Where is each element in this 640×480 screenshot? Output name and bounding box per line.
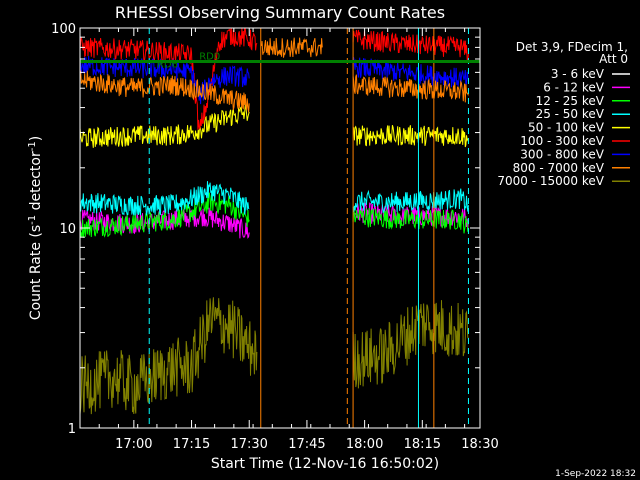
legend-header-line: Det 3,9, FDecim 1, bbox=[516, 40, 628, 54]
ticks-layer: 17:00 17:15 17:30 17:45 18:00 18:15 18:30 1 10 10… bbox=[51, 22, 499, 452]
x-tick-label: 17:15 bbox=[173, 437, 210, 452]
x-tick-label: 18:00 bbox=[346, 437, 383, 452]
x-tick-label: 17:45 bbox=[288, 437, 325, 452]
marker-label: RD0 bbox=[199, 51, 220, 62]
y-tick-label: 10 bbox=[59, 222, 76, 237]
series-3-6-kev bbox=[79, 216, 469, 257]
y-axis-label: Count Rate (s-1 detector-1) bbox=[27, 136, 44, 320]
marker-label: RD6 bbox=[157, 60, 178, 71]
x-tick-label: 18:30 bbox=[461, 437, 498, 452]
legend-header-line: Att 0 bbox=[599, 52, 628, 66]
series-line bbox=[79, 297, 258, 415]
series-line bbox=[352, 125, 469, 148]
series-line bbox=[352, 74, 469, 103]
chart-title: RHESSI Observing Summary Count Rates bbox=[115, 3, 445, 22]
y-tick-label: 1 bbox=[68, 422, 76, 437]
series-100-300-kev bbox=[79, 27, 469, 130]
series-line bbox=[352, 56, 469, 88]
series-line bbox=[352, 300, 469, 389]
markers-layer: RD0 RD6 bbox=[80, 51, 480, 71]
legend-label: 7000 - 15000 keV bbox=[497, 174, 604, 188]
series-line bbox=[79, 70, 250, 113]
series-layer bbox=[79, 27, 469, 415]
series-line bbox=[79, 192, 250, 238]
series-line bbox=[352, 206, 469, 234]
series-line bbox=[352, 188, 469, 214]
legend-label: 100 - 300 keV bbox=[520, 134, 604, 148]
x-axis-label: Start Time (12-Nov-16 16:50:02) bbox=[211, 456, 439, 472]
series-800-7000-kev bbox=[79, 37, 469, 113]
series-7000-15000-kev bbox=[79, 297, 469, 415]
series-line bbox=[260, 37, 323, 58]
x-tick-label: 18:15 bbox=[404, 437, 441, 452]
series-line bbox=[352, 216, 469, 253]
legend-label: 6 - 12 keV bbox=[543, 80, 605, 94]
legend-label: 3 - 6 keV bbox=[551, 67, 605, 81]
series-line bbox=[79, 222, 173, 257]
plot-area: RD0 RD6 17:00 17:15 17:30 17:45 18:00 18:15 18:… bbox=[51, 22, 499, 452]
series-line bbox=[79, 27, 258, 130]
y-axis-label-part: Count Rate (s bbox=[28, 225, 44, 320]
series-50-100-kev bbox=[79, 104, 469, 148]
y-tick-label: 100 bbox=[51, 22, 76, 37]
series-line bbox=[352, 29, 469, 63]
legend-label: 50 - 100 keV bbox=[528, 121, 605, 135]
legend-label: 800 - 7000 keV bbox=[513, 161, 605, 175]
series-12-25-kev bbox=[79, 192, 469, 238]
series-line bbox=[79, 207, 250, 239]
y-axis-label-part: detector bbox=[28, 151, 44, 215]
y-axis-label-sup: -1 bbox=[27, 141, 38, 151]
series-25-50-kev bbox=[79, 181, 469, 216]
series-line bbox=[79, 181, 250, 216]
y-axis-label-sup: -1 bbox=[27, 215, 38, 225]
legend-label: 300 - 800 keV bbox=[520, 147, 604, 161]
x-tick-label: 17:00 bbox=[115, 437, 152, 452]
legend-label: 12 - 25 keV bbox=[536, 94, 605, 108]
series-line bbox=[79, 104, 250, 148]
y-axis-label-part: ) bbox=[28, 136, 44, 141]
x-tick-label: 17:30 bbox=[230, 437, 267, 452]
legend-label: 25 - 50 keV bbox=[536, 107, 605, 121]
timestamp: 1-Sep-2022 18:32 bbox=[555, 469, 636, 479]
